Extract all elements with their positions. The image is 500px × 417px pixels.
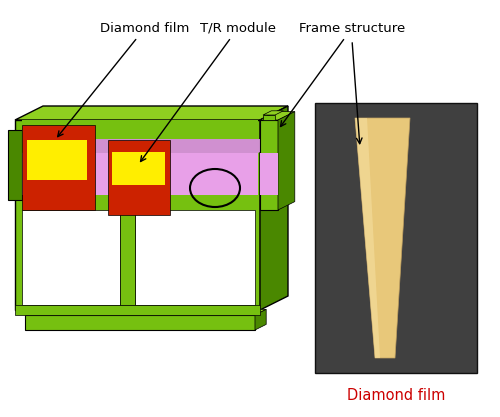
Polygon shape xyxy=(22,120,258,153)
Polygon shape xyxy=(260,153,278,195)
Polygon shape xyxy=(22,139,286,153)
Polygon shape xyxy=(112,152,165,185)
Polygon shape xyxy=(25,309,266,315)
Bar xyxy=(315,103,477,373)
Polygon shape xyxy=(15,120,260,310)
Text: T/R module: T/R module xyxy=(140,22,276,161)
Text: Diamond film: Diamond film xyxy=(347,387,445,402)
Polygon shape xyxy=(260,106,288,310)
Polygon shape xyxy=(15,305,260,315)
Polygon shape xyxy=(135,210,255,305)
Polygon shape xyxy=(15,106,288,120)
Polygon shape xyxy=(255,309,266,330)
Polygon shape xyxy=(22,153,258,195)
Polygon shape xyxy=(8,130,22,200)
Polygon shape xyxy=(355,118,380,358)
Polygon shape xyxy=(27,140,87,180)
Polygon shape xyxy=(120,210,135,305)
Polygon shape xyxy=(263,115,275,120)
Polygon shape xyxy=(260,112,295,120)
Polygon shape xyxy=(22,210,120,305)
Polygon shape xyxy=(22,125,95,210)
Polygon shape xyxy=(108,140,170,215)
Polygon shape xyxy=(25,315,255,330)
Text: Frame structure: Frame structure xyxy=(280,22,405,126)
Polygon shape xyxy=(355,118,410,358)
Polygon shape xyxy=(278,112,295,210)
Text: Diamond film: Diamond film xyxy=(58,22,190,137)
Polygon shape xyxy=(263,111,283,115)
Polygon shape xyxy=(260,120,278,210)
